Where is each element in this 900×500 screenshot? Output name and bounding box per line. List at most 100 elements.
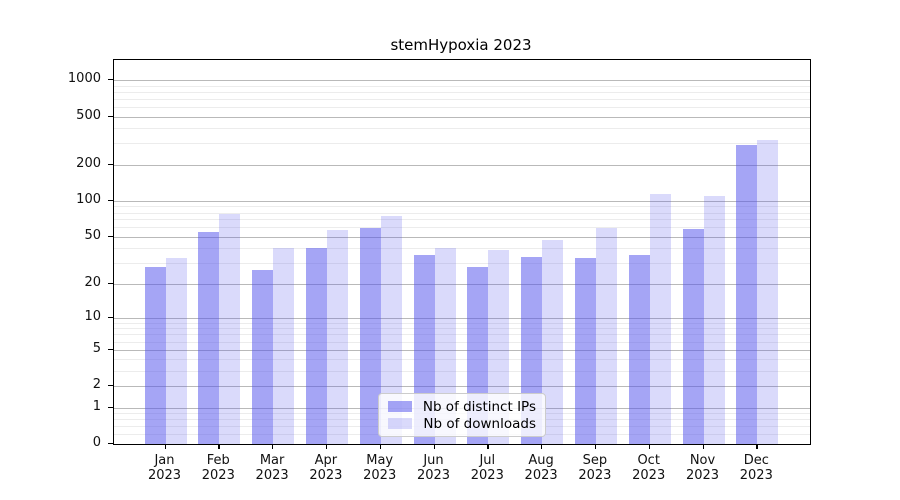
- x-tick-mark-mar: [272, 444, 274, 449]
- chart-title: stemHypoxia 2023: [390, 36, 532, 54]
- bar-ips-sep: [574, 258, 596, 444]
- y-tick-label-10: 10: [84, 308, 101, 324]
- x-tick-label-oct: Oct 2023: [632, 453, 666, 483]
- y-tick-mark-0: [108, 443, 113, 445]
- bar-downloads-sep: [595, 228, 617, 444]
- x-tick-label-jul: Jul 2023: [470, 453, 504, 483]
- legend-row-downloads: Nb of downloads: [386, 415, 536, 432]
- y-tick-mark-50: [108, 235, 113, 238]
- y-tick-mark-200: [108, 163, 113, 165]
- y-tick-mark-100: [108, 199, 113, 202]
- gridline-major-500: [114, 116, 810, 118]
- y-tick-label-0: 0: [92, 435, 101, 450]
- gridline-minor-9: [114, 322, 810, 324]
- x-tick-label-jun: Jun 2023: [416, 453, 451, 483]
- gridline-minor-30: [114, 263, 810, 265]
- gridline-minor-7: [114, 334, 810, 336]
- y-tick-mark-5: [108, 348, 113, 350]
- x-tick-mark-jan: [164, 444, 166, 449]
- legend: Nb of distinct IPs Nb of downloads: [378, 393, 546, 437]
- y-tick-label-200: 200: [76, 155, 101, 171]
- bar-downloads-feb: [219, 213, 241, 444]
- x-tick-label-may: May 2023: [363, 453, 397, 483]
- y-tick-label-2: 2: [92, 377, 101, 393]
- gridline-major-20: [114, 283, 810, 285]
- bar-ips-nov: [682, 229, 704, 444]
- x-tick-label-mar: Mar 2023: [255, 453, 289, 483]
- gridline-minor-60: [114, 227, 810, 229]
- gridline-minor-40: [114, 248, 810, 250]
- bar-downloads-aug: [542, 240, 564, 444]
- y-tick-mark-2: [108, 385, 113, 387]
- x-tick-label-sep: Sep 2023: [578, 453, 612, 483]
- gridline-minor-70: [114, 219, 810, 221]
- gridline-minor-3: [114, 371, 810, 372]
- bar-ips-mar: [252, 270, 274, 444]
- x-tick-mark-sep: [594, 444, 597, 449]
- gridline-minor-6: [114, 341, 810, 343]
- x-tick-mark-jun: [433, 444, 435, 449]
- x-tick-mark-aug: [541, 444, 543, 449]
- legend-swatch-downloads-icon: [388, 418, 413, 429]
- gridline-minor-300: [114, 143, 810, 145]
- y-tick-label-1: 1: [92, 398, 101, 414]
- gridline-minor-4: [114, 359, 810, 361]
- y-tick-mark-20: [108, 282, 113, 284]
- bar-ips-oct: [628, 255, 650, 444]
- x-tick-mark-jul: [487, 444, 489, 449]
- bar-ips-feb: [198, 231, 220, 444]
- y-tick-label-500: 500: [76, 107, 101, 123]
- gridline-minor-90: [114, 206, 810, 208]
- bar-downloads-nov: [703, 195, 725, 444]
- bar-downloads-oct: [649, 193, 671, 444]
- legend-label-distinct-ips: Nb of distinct IPs: [422, 398, 536, 415]
- gridline-minor-8: [114, 328, 810, 330]
- gridline-minor-900: [114, 85, 810, 87]
- x-tick-label-apr: Apr 2023: [309, 453, 343, 483]
- gridline-minor-400: [114, 128, 810, 130]
- x-tick-mark-nov: [702, 444, 704, 449]
- y-tick-mark-10: [108, 316, 113, 319]
- bar-downloads-may: [380, 215, 402, 444]
- x-tick-label-nov: Nov 2023: [685, 453, 720, 483]
- y-tick-mark-1000: [108, 79, 113, 81]
- bar-ips-may: [359, 228, 381, 444]
- x-tick-mark-apr: [325, 444, 328, 449]
- y-tick-label-1000: 1000: [67, 71, 101, 86]
- x-tick-mark-oct: [648, 444, 651, 449]
- gridline-major-10: [114, 317, 810, 319]
- bar-ips-dec: [736, 145, 758, 444]
- y-tick-label-100: 100: [76, 191, 101, 207]
- bar-downloads-dec: [757, 139, 779, 444]
- x-tick-label-aug: Aug 2023: [524, 453, 558, 483]
- legend-label-downloads: Nb of downloads: [423, 415, 536, 432]
- bar-ips-apr: [305, 248, 327, 444]
- x-tick-label-jan: Jan 2023: [147, 453, 182, 483]
- gridline-major-50: [114, 236, 810, 238]
- x-tick-label-feb: Feb 2023: [201, 453, 235, 483]
- x-tick-mark-dec: [756, 444, 758, 449]
- y-tick-label-5: 5: [92, 340, 101, 356]
- gridline-major-1000: [114, 80, 810, 81]
- gridline-minor-700: [114, 98, 810, 100]
- x-tick-mark-may: [379, 444, 382, 449]
- gridline-major-2: [114, 386, 810, 388]
- bar-downloads-apr: [326, 230, 348, 444]
- gridline-minor-800: [114, 91, 810, 93]
- y-tick-label-50: 50: [84, 227, 101, 243]
- gridline-major-100: [114, 200, 810, 202]
- y-tick-mark-500: [108, 115, 113, 117]
- gridline-minor-80: [114, 212, 810, 214]
- gridline-major-200: [114, 164, 810, 166]
- legend-swatch-distinct-ips-icon: [387, 401, 412, 412]
- x-tick-label-dec: Dec 2023: [739, 453, 773, 483]
- bar-ips-jan: [144, 266, 166, 444]
- x-tick-mark-feb: [218, 444, 220, 449]
- legend-row-distinct-ips: Nb of distinct IPs: [386, 398, 536, 415]
- y-tick-mark-1: [108, 406, 113, 408]
- gridline-minor-600: [114, 106, 810, 108]
- gridline-major-5: [114, 349, 810, 351]
- bar-downloads-mar: [273, 248, 295, 444]
- y-tick-label-20: 20: [84, 274, 101, 290]
